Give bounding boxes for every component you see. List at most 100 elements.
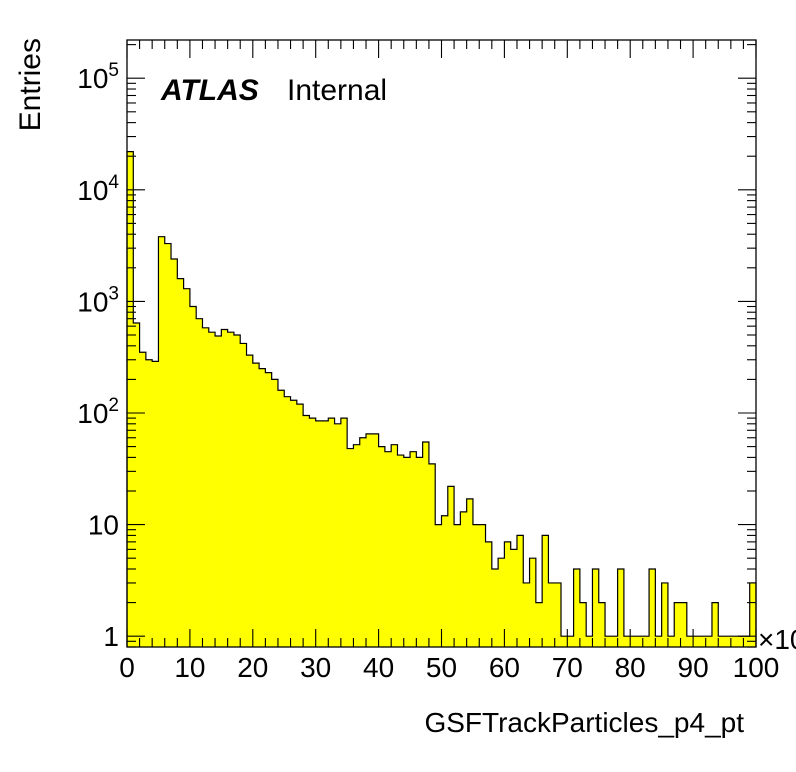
histogram-bar bbox=[391, 444, 398, 647]
histogram-bar bbox=[435, 524, 442, 647]
histogram-bar bbox=[384, 451, 392, 647]
histogram-bar bbox=[252, 363, 260, 647]
y-tick-label: 104 bbox=[77, 172, 119, 206]
histogram-bar bbox=[303, 415, 310, 647]
x-tick-label: 40 bbox=[363, 652, 394, 683]
histogram-bar bbox=[328, 418, 335, 647]
histogram-bar bbox=[271, 379, 279, 647]
histogram-bar bbox=[498, 558, 505, 647]
x-tick-label: 90 bbox=[678, 652, 709, 683]
x-tick-label: 0 bbox=[119, 652, 135, 683]
histogram-bar bbox=[403, 457, 411, 647]
histogram-bar bbox=[705, 636, 713, 647]
histogram-bar bbox=[202, 327, 210, 647]
histogram-bar bbox=[730, 636, 738, 647]
histogram-bar bbox=[215, 335, 222, 647]
x-tick-label: 60 bbox=[489, 652, 520, 683]
histogram-bar bbox=[636, 636, 644, 647]
histogram-bar bbox=[661, 582, 669, 647]
histogram-bar bbox=[561, 636, 568, 647]
histogram-bars bbox=[127, 151, 757, 648]
histogram-bar bbox=[605, 636, 612, 647]
y-tick-label: 102 bbox=[77, 395, 119, 429]
histogram-outline bbox=[126, 150, 757, 647]
histogram-bar bbox=[466, 498, 474, 647]
histogram-bar bbox=[598, 602, 606, 647]
histogram-bar bbox=[158, 236, 166, 647]
x-tick-labels: 0 10 20 30 40 50 60 70 80 90 100 bbox=[119, 652, 779, 683]
histogram-bar bbox=[259, 368, 266, 647]
histogram-bar bbox=[246, 355, 254, 647]
x-tick-label: 70 bbox=[552, 652, 583, 683]
histogram-bar bbox=[718, 636, 725, 647]
histogram-bar bbox=[447, 486, 455, 647]
histogram-bar bbox=[479, 524, 486, 647]
histogram-bar bbox=[472, 524, 480, 647]
histogram-bar bbox=[485, 541, 493, 647]
histogram-bar bbox=[699, 636, 706, 647]
x-tick-label: 30 bbox=[300, 652, 331, 683]
histogram-bar bbox=[693, 636, 700, 647]
histogram-bar bbox=[366, 433, 373, 647]
y-tick-label: 1 bbox=[103, 621, 119, 652]
x-tick-label: 80 bbox=[615, 652, 646, 683]
histogram-bar bbox=[542, 535, 549, 647]
histogram-bar bbox=[454, 524, 461, 647]
histogram-bar bbox=[649, 569, 656, 647]
histogram-bar bbox=[177, 278, 184, 647]
histogram-bar bbox=[290, 400, 298, 647]
histogram-bar bbox=[567, 636, 574, 647]
histogram-bar bbox=[334, 423, 342, 647]
histogram-bar bbox=[133, 323, 140, 647]
internal-label: Internal bbox=[287, 74, 387, 107]
histogram-bar bbox=[189, 306, 197, 647]
histogram-bar bbox=[617, 569, 625, 647]
x-tick-label: 50 bbox=[426, 652, 457, 683]
histogram-bar bbox=[749, 582, 757, 647]
histogram-bar bbox=[208, 332, 216, 647]
histogram-bar bbox=[265, 372, 272, 647]
x-multiplier-label: ×10³ bbox=[758, 624, 796, 655]
histogram-bar bbox=[529, 558, 537, 647]
histogram-bar bbox=[491, 569, 499, 647]
histogram-bar bbox=[410, 451, 417, 647]
histogram-bar bbox=[164, 243, 172, 648]
x-axis-label: GSFTrackParticles_p4_pt bbox=[424, 707, 744, 738]
histogram-bar bbox=[510, 549, 518, 647]
y-axis-label: Entries bbox=[14, 38, 47, 131]
histogram-bar bbox=[460, 511, 467, 647]
histogram-bar bbox=[611, 636, 618, 647]
histogram-bar bbox=[171, 258, 178, 647]
histogram-bar bbox=[516, 535, 524, 647]
x-tick-label: 100 bbox=[733, 652, 780, 683]
histogram-bar bbox=[737, 636, 744, 647]
histogram-bar bbox=[743, 636, 751, 647]
x-tick-label: 10 bbox=[174, 652, 205, 683]
histogram-bar bbox=[359, 437, 367, 647]
histogram-bar bbox=[347, 448, 354, 647]
histogram-bar bbox=[579, 602, 587, 647]
histogram-bar bbox=[240, 343, 247, 647]
histogram-bar bbox=[340, 418, 348, 647]
histogram-bar bbox=[674, 602, 681, 647]
histogram-bar bbox=[680, 602, 688, 647]
histogram-bar bbox=[183, 288, 191, 647]
histogram-bar bbox=[378, 446, 386, 647]
histogram-bar bbox=[416, 457, 423, 647]
histogram-bar bbox=[548, 582, 556, 647]
y-tick-label: 103 bbox=[77, 283, 119, 317]
histogram-bar bbox=[309, 418, 316, 647]
histogram-bar bbox=[397, 455, 405, 647]
x-tick-label: 20 bbox=[237, 652, 268, 683]
histogram-bar bbox=[296, 404, 304, 647]
histogram-bar bbox=[315, 420, 323, 647]
histogram-bar bbox=[127, 151, 134, 647]
histogram-bar bbox=[139, 352, 147, 647]
histogram-bar bbox=[321, 420, 329, 647]
histogram-bar bbox=[233, 334, 241, 647]
histogram-bar bbox=[573, 569, 581, 647]
histogram-bar bbox=[504, 541, 511, 647]
histogram-bar bbox=[353, 444, 361, 647]
histogram-bar bbox=[667, 636, 675, 647]
histogram-bar bbox=[428, 463, 436, 647]
